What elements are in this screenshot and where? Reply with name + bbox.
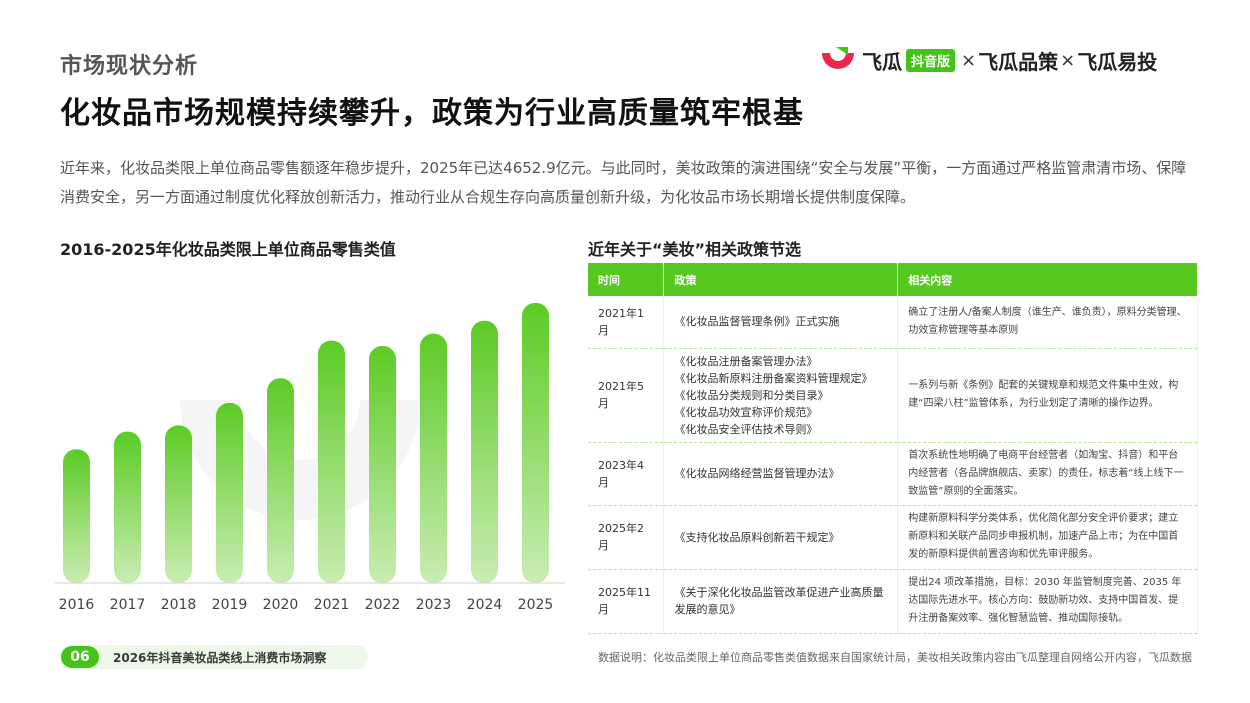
x-tick-label: 2018 xyxy=(161,597,197,613)
row-content: 一系列与新《条例》配套的关键规章和规范文件集中生效，构建“四梁八柱”监管体系，为… xyxy=(897,348,1198,443)
policy-name: 《化妆品监督管理条例》正式实施 xyxy=(674,315,840,329)
row-time: 2021年5月 xyxy=(588,348,665,443)
bar-2019 xyxy=(216,402,243,583)
row-content: 构建新原料科学分类体系，优化简化部分安全评价要求；建立新原料和关联产品同步申报机… xyxy=(897,505,1198,570)
bar-2023 xyxy=(420,333,447,583)
bar-2020 xyxy=(267,378,294,583)
bar-2025 xyxy=(522,302,549,583)
row-content: 首次系统性地明确了电商平台经营者（如淘宝、抖音）和平台内经营者（各品牌旗舰店、卖… xyxy=(897,442,1198,506)
x-tick-label: 2021 xyxy=(314,597,350,613)
x-tick-label: 2020 xyxy=(263,597,299,613)
brand-badge: 抖音版 xyxy=(906,48,956,72)
row-time: 2021年1月 xyxy=(588,296,665,349)
policy-name: 《化妆品新原料注册备案资料管理规定》 xyxy=(674,371,873,385)
policy-name: 《化妆品注册备案管理办法》 xyxy=(674,354,818,368)
row-time: 2023年4月 xyxy=(588,442,665,506)
brand-separator: × xyxy=(1060,49,1076,71)
brand-name-pince: 飞瓜品策 xyxy=(978,49,1059,74)
row-policy: 《关于深化化妆品监管改革促进产业高质量发展的意见》 xyxy=(663,569,899,634)
table-row: 2023年4月 《化妆品网络经营监督管理办法》 首次系统性地明确了电商平台经营者（如… xyxy=(588,442,1198,506)
policy-name: 《化妆品分类规则和分类目录》 xyxy=(674,388,829,402)
section-title: 市场现状分析 xyxy=(60,54,199,79)
row-policy: 《化妆品注册备案管理办法》《化妆品新原料注册备案资料管理规定》 《化妆品分类规则和… xyxy=(663,348,899,443)
page-title: 化妆品市场规模持续攀升，政策为行业高质量筑牢根基 xyxy=(60,96,804,131)
data-source-note: 数据说明：化妆品类限上单位商品零售类值数据来自国家统计局，美妆相关政策内容由飞瓜… xyxy=(598,651,1192,664)
bar-2017 xyxy=(114,431,141,583)
header-policy: 政策 xyxy=(663,263,899,296)
policy-name: 《化妆品网络经营监督管理办法》 xyxy=(674,467,840,480)
table-title: 近年关于“美妆”相关政策节选 xyxy=(588,240,802,259)
brand-separator: × xyxy=(961,49,977,71)
table-row: 2021年1月 《化妆品监督管理条例》正式实施 确立了注册人/备案人制度（谁生产、谁… xyxy=(588,296,1198,349)
row-policy: 《化妆品网络经营监督管理办法》 xyxy=(663,442,899,506)
brand-name-feigua: 飞瓜 xyxy=(862,49,902,74)
table-header-row: 时间 政策 相关内容 xyxy=(588,263,1198,296)
brand-name-yitou: 飞瓜易投 xyxy=(1077,49,1158,74)
x-tick-label: 2023 xyxy=(416,597,452,613)
row-time: 2025年2月 xyxy=(588,505,665,570)
bar-2016 xyxy=(63,449,90,583)
footer-report-pill: 06 2026年抖音美妆品类线上消费市场洞察 xyxy=(60,645,368,669)
header-content: 相关内容 xyxy=(897,263,1198,296)
bar-2024 xyxy=(471,320,498,583)
bar-2022 xyxy=(369,346,396,583)
header-time: 时间 xyxy=(588,263,665,296)
policy-name: 《支持化妆品原料创新若干规定》 xyxy=(674,530,840,544)
report-title: 2026年抖音美妆品类线上消费市场洞察 xyxy=(113,650,327,665)
table-row: 2021年5月 《化妆品注册备案管理办法》《化妆品新原料注册备案资料管理规定》 《化… xyxy=(588,348,1198,443)
policy-name: 《化妆品功效宣称评价规范》 xyxy=(674,405,818,419)
row-policy: 《支持化妆品原料创新若干规定》 xyxy=(663,505,899,570)
row-time: 2025年11月 xyxy=(588,569,665,634)
feigua-logo-icon xyxy=(822,47,854,69)
intro-paragraph: 近年来，化妆品类限上单位商品零售额逐年稳步提升，2025年已达4652.9亿元。… xyxy=(60,159,1187,206)
x-tick-label: 2025 xyxy=(518,597,554,613)
bar-2021 xyxy=(318,340,345,583)
row-policy: 《化妆品监督管理条例》正式实施 xyxy=(663,296,899,349)
row-content: 提出24 项改革措施，目标：2030 年监管制度完善、2035 年达国际先进水平… xyxy=(897,569,1198,634)
x-tick-label: 2017 xyxy=(110,597,146,613)
policy-name: 《化妆品安全评估技术导则》 xyxy=(674,422,818,436)
row-content: 确立了注册人/备案人制度（谁生产、谁负责），原料分类管理、功效宣称管理等基本原则 xyxy=(897,296,1198,349)
bar-2018 xyxy=(165,425,192,583)
x-tick-label: 2019 xyxy=(212,597,248,613)
x-tick-label: 2022 xyxy=(365,597,401,613)
table-row: 2025年11月 《关于深化化妆品监管改革促进产业高质量发展的意见》 提出24 项改… xyxy=(588,569,1198,634)
page-number: 06 xyxy=(61,646,99,668)
brand-logo-group: 飞瓜 抖音版 × 飞瓜品策 × 飞瓜易投 xyxy=(818,44,1157,76)
x-tick-label: 2024 xyxy=(467,597,503,613)
bar-chart: 2016 2017 2018 2019 2020 2021 2022 2023 2024 2025 xyxy=(55,302,565,613)
policy-table: 时间 政策 相关内容 2021年1月 《化妆品监督管理条例》正式实施 确立了注册人/… xyxy=(588,263,1198,634)
table-row: 2025年2月 《支持化妆品原料创新若干规定》 构建新原料科学分类体系，优化简化部分… xyxy=(588,505,1198,570)
x-tick-label: 2016 xyxy=(59,597,95,613)
chart-title: 2016-2025年化妆品类限上单位商品零售类值 xyxy=(60,240,396,259)
policy-name: 《关于深化化妆品监管改革促进产业高质量发展的意见》 xyxy=(674,586,884,616)
